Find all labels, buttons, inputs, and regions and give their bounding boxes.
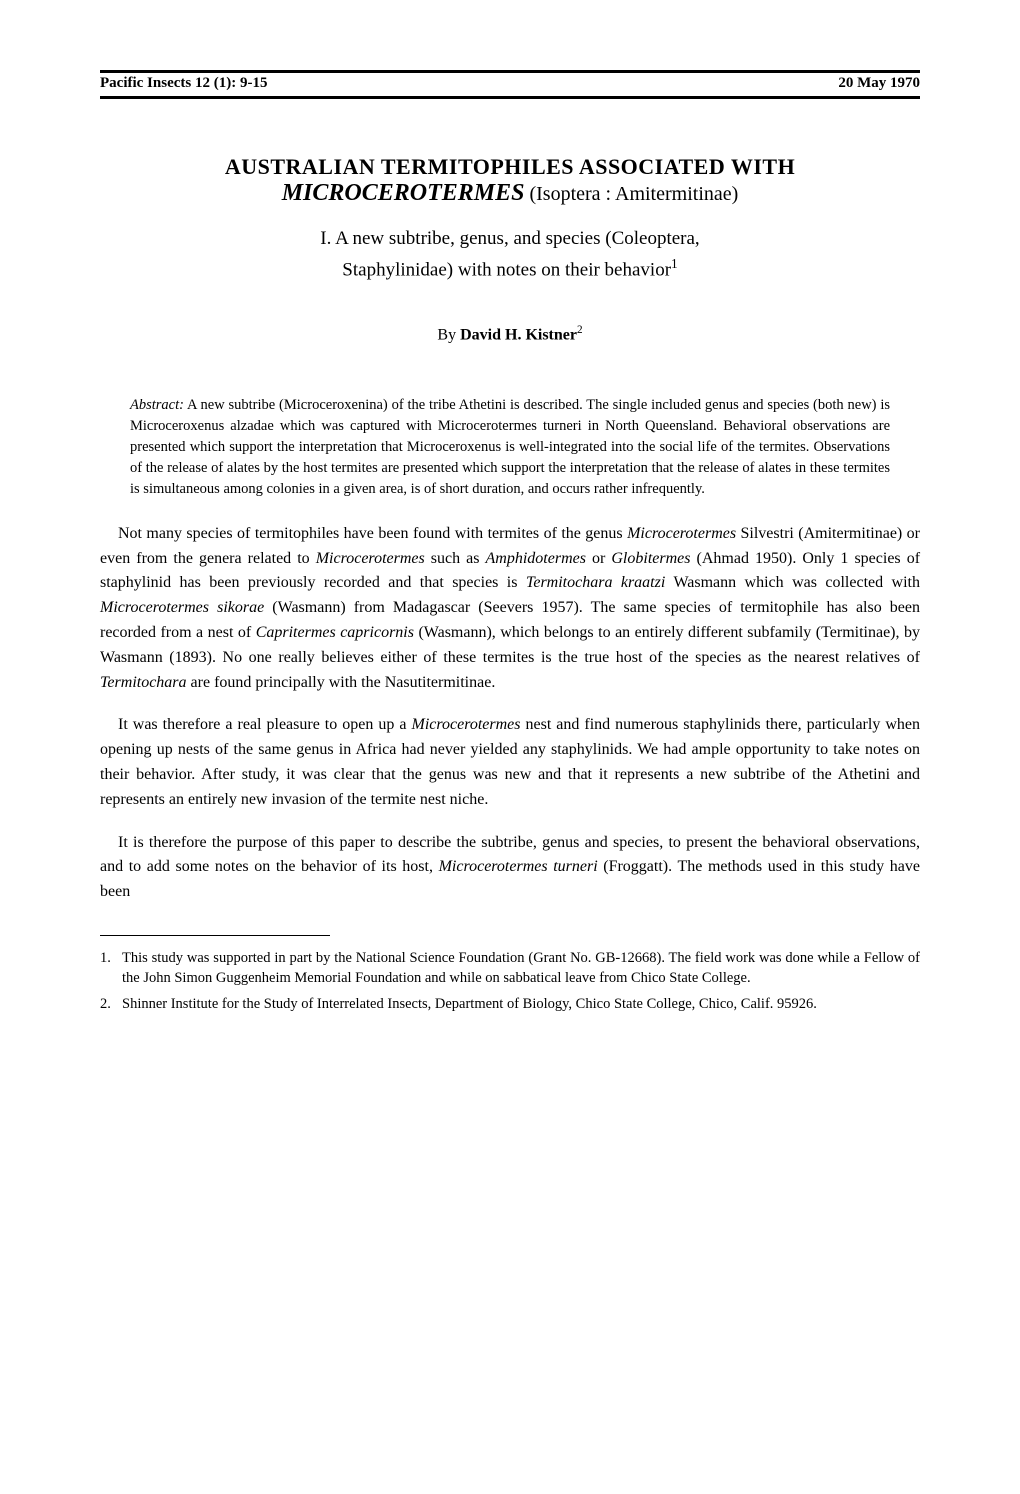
header-rules-bottom	[100, 96, 920, 99]
footnote-ref-1: 1	[671, 256, 678, 271]
author-line: By David H. Kistner2	[100, 324, 920, 344]
footnote-ref-2: 2	[577, 324, 583, 336]
footnote-text: Shinner Institute for the Study of Inter…	[122, 994, 920, 1014]
publication-date: 20 May 1970	[838, 75, 920, 92]
title-block: AUSTRALIAN TERMITOPHILES ASSOCIATED WITH…	[100, 154, 920, 345]
subtitle-line2: Staphylinidae) with notes on their behav…	[100, 254, 920, 285]
footnotes: 1. This study was supported in part by t…	[100, 948, 920, 1015]
journal-header: Pacific Insects 12 (1): 9-15 20 May 1970	[100, 75, 920, 92]
abstract-label: Abstract:	[130, 397, 184, 413]
title-line2: MICROCEROTERMES (Isoptera : Amitermitina…	[100, 180, 920, 207]
body-paragraph-3: It is therefore the purpose of this pape…	[100, 831, 920, 905]
footnote-1: 1. This study was supported in part by t…	[100, 948, 920, 989]
abstract-text: A new subtribe (Microceroxenina) of the …	[130, 397, 890, 497]
footnote-rule	[100, 935, 330, 936]
journal-citation: Pacific Insects 12 (1): 9-15	[100, 75, 267, 92]
body-paragraph-1: Not many species of termitophiles have b…	[100, 522, 920, 696]
footnote-2: 2. Shinner Institute for the Study of In…	[100, 994, 920, 1014]
title-line1: AUSTRALIAN TERMITOPHILES ASSOCIATED WITH	[100, 154, 920, 180]
body-paragraph-2: It was therefore a real pleasure to open…	[100, 713, 920, 812]
footnote-number: 2.	[100, 994, 122, 1014]
title-genus: MICROCEROTERMES	[282, 180, 525, 206]
subtitle-line1: I. A new subtribe, genus, and species (C…	[100, 225, 920, 254]
author-name: David H. Kistner	[460, 327, 577, 344]
title-taxon: (Isoptera : Amitermitinae)	[524, 183, 738, 205]
footnote-text: This study was supported in part by the …	[122, 948, 920, 989]
footnote-number: 1.	[100, 948, 122, 989]
subtitle: I. A new subtribe, genus, and species (C…	[100, 225, 920, 284]
author-by: By	[437, 327, 460, 344]
abstract: Abstract: A new subtribe (Microceroxenin…	[100, 395, 920, 500]
header-rules-top	[100, 70, 920, 73]
